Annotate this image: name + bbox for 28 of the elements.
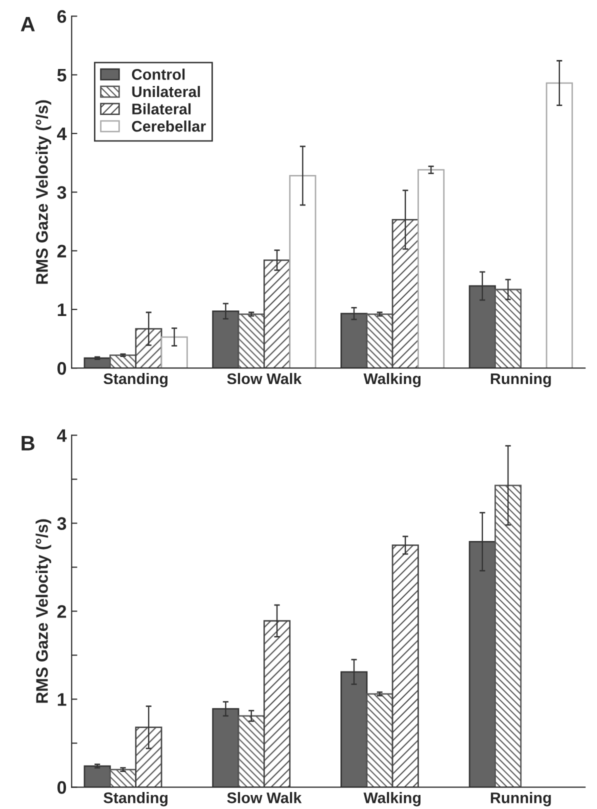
x-tick-label: Running [490,792,551,806]
y-tick-label: 5 [57,68,66,82]
y-tick-label: 4 [57,128,67,140]
x-tick-label: Standing [104,792,168,806]
y-tick-label: 3 [57,186,66,199]
y-axis-title: RMS Gaze Velocity (°/s) [36,100,52,284]
chart-title: A [20,16,35,32]
y-tick-label: 6 [57,10,66,23]
y-tick-label: 0 [57,362,66,375]
y-tick-label: 1 [58,693,66,706]
x-tick-label: Walking [364,372,421,388]
legend-label: Bilateral [132,103,191,114]
x-tick-label: Running [490,372,551,388]
x-tick-label: Slow Walk [227,372,302,384]
x-tick-label: Walking [364,792,421,806]
legend-label: Cerebellar [132,120,206,132]
x-tick-label: Standing [104,372,168,388]
x-tick-label: Slow Walk [227,792,302,804]
y-tick-label: 1 [58,304,66,316]
legend-label: Unilateral [132,86,200,98]
y-tick-label: 2 [57,605,66,618]
chart-title: B [22,436,34,450]
y-axis-title: RMS Gaze Velocity (°/s) [36,519,52,703]
legend-label: Control [132,68,185,80]
y-tick-label: 0 [57,781,66,794]
y-tick-label: 2 [57,244,66,258]
y-tick-label: 4 [57,429,67,442]
y-tick-label: 3 [57,517,66,530]
